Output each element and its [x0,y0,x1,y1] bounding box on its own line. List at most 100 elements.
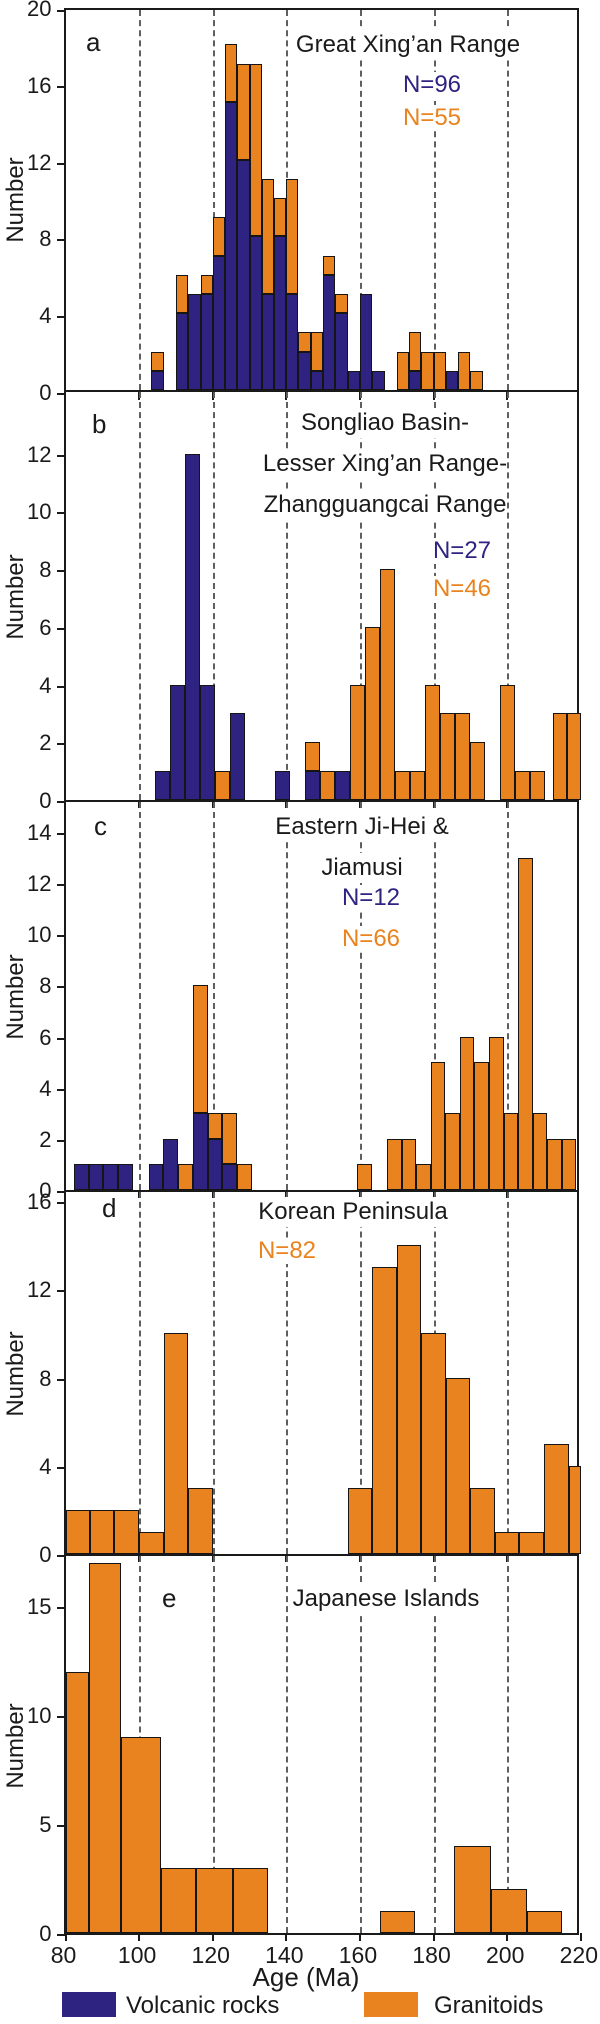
y-tick-c-8 [56,986,65,989]
bar-c-22-granitoid [532,1113,548,1190]
n-count-c-volcanic: N=12 [341,884,401,911]
bar-e-8-granitoid [490,1889,527,1933]
bar-b-11-granitoid [365,626,381,800]
panel-letter-d: d [102,1193,117,1223]
gridline-c-180 [433,802,436,1190]
gridline-e-200 [507,1556,510,1933]
bar-b-21-granitoid [530,771,545,800]
bar-a-4-volcanic [212,255,225,390]
bar-c-9-granitoid [222,1113,238,1165]
x-tick-label-80: 80 [50,1942,77,1968]
y-tick-label-b-12: 12 [27,441,52,467]
bar-c-15-granitoid [430,1062,446,1190]
y-axis-title-c: Number [2,954,29,1040]
y-tick-c-14 [56,832,65,835]
n-count-a-volcanic: N=96 [402,71,462,98]
bar-b-0-volcanic [155,771,171,800]
legend-swatch-granitoid [364,1992,418,2017]
y-tick-label-b-0: 0 [39,788,52,813]
y-tick-label-a-16: 16 [27,72,52,98]
x-tick-label-160: 160 [338,1942,378,1968]
y-tick-label-d-8: 8 [39,1365,52,1391]
y-tick-c-12 [56,884,65,887]
bar-b-20-granitoid [514,771,530,800]
bar-d-2-granitoid [114,1509,140,1554]
bar-d-9-granitoid [421,1333,446,1554]
bar-c-21-granitoid [517,857,533,1190]
bar-d-7-granitoid [372,1267,397,1554]
y-tick-label-b-6: 6 [39,614,52,640]
y-tick-b-12 [56,454,65,457]
y-tick-b-4 [56,685,65,688]
bar-c-24-granitoid [562,1138,577,1190]
y-tick-label-b-10: 10 [27,499,52,525]
bar-b-2-volcanic [185,453,201,800]
bar-c-9-volcanic [222,1164,238,1190]
x-tick-e-220 [579,1933,582,1941]
bar-a-1-granitoid [175,274,189,314]
bar-b-18-granitoid [470,742,486,800]
y-tick-label-e-15: 15 [27,1594,52,1620]
bar-a-23-granitoid [458,351,471,390]
bar-a-22-volcanic [445,370,459,390]
bar-a-6-volcanic [237,159,250,390]
bar-b-14-granitoid [410,771,426,800]
y-tick-label-c-0: 0 [39,1178,52,1203]
bar-a-9-volcanic [274,236,287,390]
bar-b-9-volcanic [334,771,350,800]
bar-c-23-granitoid [547,1138,563,1190]
y-tick-c-2 [56,1139,65,1142]
bar-a-17-volcanic [372,370,385,390]
y-tick-a-8 [56,239,65,242]
bar-a-9-granitoid [274,198,287,237]
y-tick-e-5 [56,1825,65,1828]
bar-c-12-granitoid [386,1138,402,1190]
bar-b-13-granitoid [394,771,410,800]
gridline-d-120 [212,1192,215,1554]
y-tick-b-8 [56,570,65,572]
panel-title-c-line0: Eastern Ji-Hei & [275,812,449,842]
bar-c-7-volcanic [192,1113,208,1190]
n-count-d-granitoid: N=82 [257,1237,317,1264]
bar-d-12-granitoid [495,1531,520,1554]
x-tick-label-200: 200 [485,1942,525,1968]
bar-a-3-granitoid [200,274,213,294]
bar-c-11-granitoid [357,1164,372,1190]
bar-e-3-granitoid [161,1867,197,1933]
x-tick-e-100 [138,1933,141,1941]
bar-a-14-volcanic [335,313,348,390]
gridline-e-140 [286,1556,289,1933]
panel-title-c-line1: Jiamusi [321,853,403,883]
y-tick-a-0 [56,393,65,395]
gridline-d-200 [507,1192,510,1554]
gridline-a-100 [139,10,142,390]
y-tick-b-6 [56,627,65,630]
n-count-a-granitoid: N=55 [402,104,462,131]
gridline-a-160 [359,10,362,390]
bar-e-1-granitoid [89,1562,121,1933]
y-tick-d-4 [56,1466,65,1469]
bar-a-0-granitoid [151,351,164,371]
y-tick-label-d-16: 16 [27,1189,52,1215]
gridline-e-160 [359,1556,362,1933]
bar-b-22-granitoid [553,713,567,800]
gridline-d-100 [139,1192,142,1554]
x-axis-title: Age (Ma) [252,1962,360,1992]
y-tick-label-a-20: 20 [27,0,52,21]
y-tick-e-0 [56,1934,65,1936]
gridline-d-140 [286,1192,289,1554]
bar-c-5-volcanic [163,1138,179,1190]
bar-a-15-volcanic [347,370,360,390]
y-tick-b-2 [56,743,65,746]
y-tick-a-12 [56,162,65,165]
bar-a-8-granitoid [261,178,275,294]
legend-swatch-volcanic [62,1992,116,2017]
y-tick-label-a-8: 8 [39,226,52,252]
gridline-a-180 [433,10,436,390]
bar-e-2-granitoid [120,1736,162,1933]
y-tick-label-d-0: 0 [39,1542,52,1567]
gridline-c-140 [286,802,289,1190]
gridline-b-140 [286,392,289,800]
gridline-b-100 [139,392,142,800]
bar-c-7-granitoid [192,985,208,1114]
